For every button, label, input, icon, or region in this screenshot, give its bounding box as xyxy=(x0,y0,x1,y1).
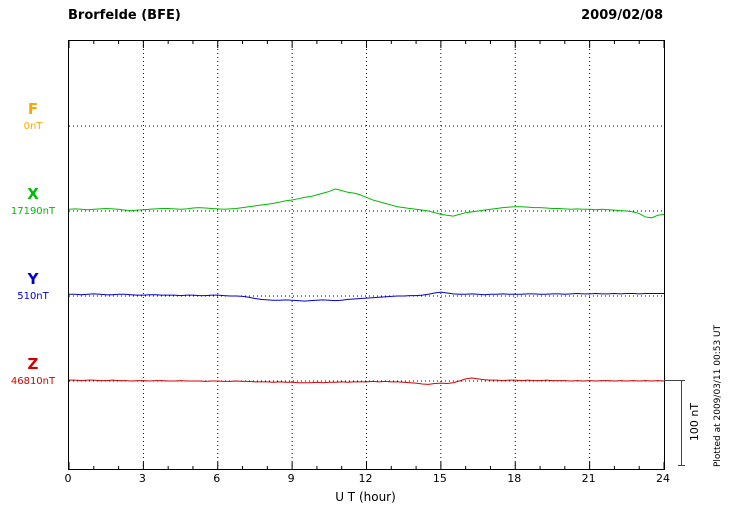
scale-bar-connector xyxy=(664,380,681,381)
trace-x xyxy=(69,188,664,219)
x-tick-label: 6 xyxy=(213,472,221,485)
plot-date: 2009/02/08 xyxy=(581,8,663,23)
x-tick-label: 12 xyxy=(358,472,373,485)
trace-label-f: F 0nT xyxy=(0,101,66,132)
trace-y xyxy=(69,291,664,302)
x-tick-label: 18 xyxy=(507,472,522,485)
x-tick-label: 21 xyxy=(581,472,596,485)
scale-bar xyxy=(681,380,682,465)
x-tick-label: 3 xyxy=(138,472,146,485)
scale-bar-label: 100 nT xyxy=(688,402,701,442)
plot-frame xyxy=(68,40,665,470)
trace-baseline-x: 17190nT xyxy=(10,206,56,217)
x-axis-label: U T (hour) xyxy=(335,490,396,504)
scale-bar-cap-top xyxy=(678,380,685,381)
trace-label-z: Z 46810nT xyxy=(0,356,66,387)
magnetogram-plot xyxy=(69,41,664,469)
trace-letter-z: Z xyxy=(27,355,39,373)
trace-label-x: X 17190nT xyxy=(0,186,66,217)
x-tick-label: 0 xyxy=(64,472,72,485)
trace-letter-f: F xyxy=(27,100,39,118)
x-tick-label: 24 xyxy=(656,472,670,485)
station-title: Brorfelde (BFE) xyxy=(68,8,181,23)
trace-label-y: Y 510nT xyxy=(0,271,66,302)
plotted-at-note: Plotted at 2009/03/11 00:53 UT xyxy=(713,324,723,467)
trace-baseline-f: 0nT xyxy=(23,121,43,132)
scale-bar-cap-bottom xyxy=(678,465,685,466)
trace-z xyxy=(69,377,664,385)
x-tick-label: 9 xyxy=(287,472,295,485)
trace-letter-y: Y xyxy=(27,270,39,288)
trace-baseline-y: 510nT xyxy=(17,291,49,302)
x-tick-label: 15 xyxy=(432,472,447,485)
trace-letter-x: X xyxy=(27,185,39,203)
trace-baseline-z: 46810nT xyxy=(10,376,56,387)
